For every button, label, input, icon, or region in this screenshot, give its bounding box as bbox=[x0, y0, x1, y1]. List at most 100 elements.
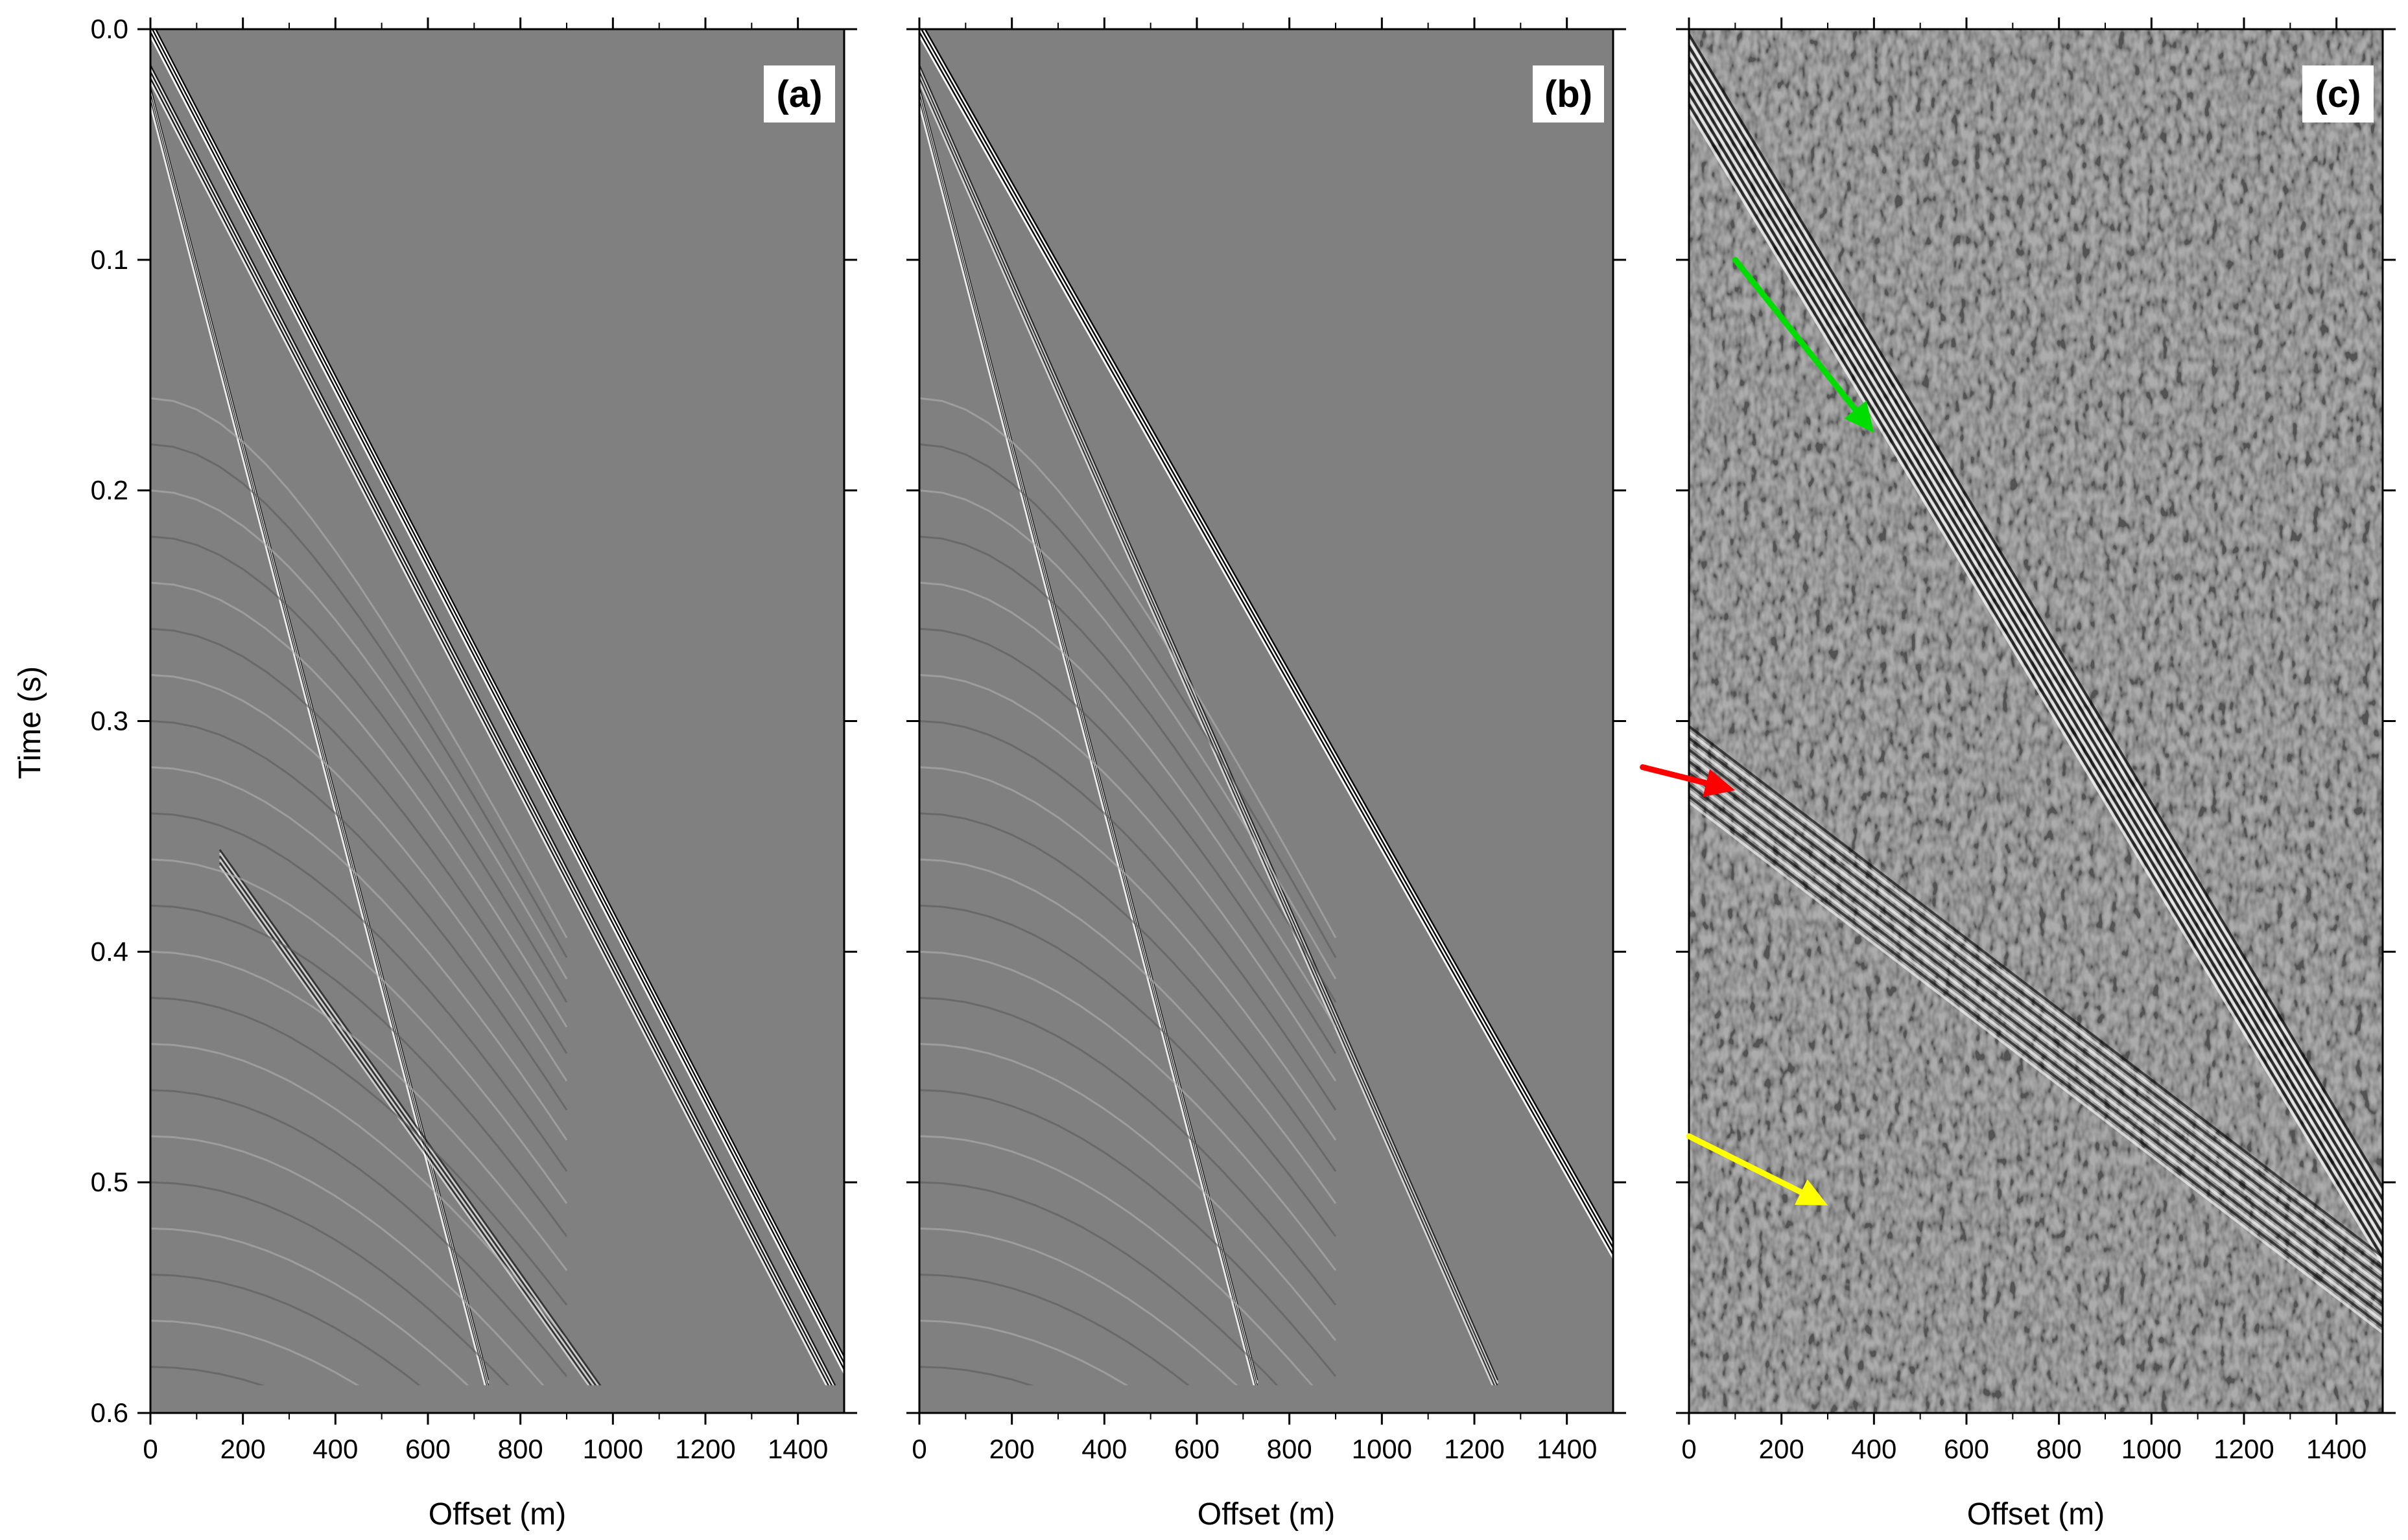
annotation-arrow-shaft bbox=[1640, 764, 1710, 786]
seismic-event-line bbox=[1689, 743, 2383, 1276]
x-tick-label: 1000 bbox=[1352, 1434, 1412, 1464]
panel-label: (c) bbox=[2315, 73, 2361, 115]
x-tick-label: 600 bbox=[1944, 1434, 1989, 1464]
seismic-event-line bbox=[150, 71, 844, 1410]
seismic-event-line bbox=[1689, 784, 2383, 1316]
reflection-hyperbola bbox=[150, 1089, 568, 1377]
seismic-event-line bbox=[919, 78, 1499, 1394]
reflection-hyperbola bbox=[919, 858, 1337, 1204]
reflection-hyperbola bbox=[919, 1043, 1337, 1341]
annotation-arrow-shaft bbox=[1732, 257, 1859, 413]
x-tick-label: 1400 bbox=[2306, 1434, 2367, 1464]
seismic-event-line bbox=[1689, 749, 2383, 1281]
reflection-hyperbola bbox=[919, 904, 1337, 1237]
seismic-event-line bbox=[150, 75, 844, 1413]
seismic-event-line bbox=[218, 849, 614, 1404]
seismic-event-line bbox=[1689, 754, 2383, 1287]
x-tick-label: 800 bbox=[498, 1434, 543, 1464]
reflection-hyperbola bbox=[919, 581, 1337, 1028]
y-tick-label: 0.4 bbox=[91, 936, 128, 966]
seismic-event-line bbox=[1689, 760, 2383, 1293]
x-tick-label: 400 bbox=[313, 1434, 358, 1464]
reflection-hyperbola bbox=[919, 720, 1337, 1111]
x-tick-label: 600 bbox=[1174, 1434, 1220, 1464]
panel-label-box bbox=[1533, 65, 1604, 122]
panel-b: 0 200 400 600 800 1000 1200 1400 Offset (m) (b) bbox=[906, 18, 1626, 1532]
x-tick-label: 1400 bbox=[1537, 1434, 1597, 1464]
reflection-hyperbola bbox=[150, 397, 568, 939]
reflection-hyperbola bbox=[150, 904, 568, 1237]
seismic-event-line bbox=[1689, 725, 2383, 1258]
seismic-event-line bbox=[1689, 778, 2383, 1311]
seismic-event-line bbox=[150, 104, 490, 1397]
seismic-event-line bbox=[152, 29, 844, 1361]
reflection-hyperbola bbox=[150, 1181, 536, 1413]
seismic-event-line bbox=[923, 29, 1613, 1242]
seismic-event-line bbox=[150, 35, 844, 1374]
seismic-event-line bbox=[1689, 110, 2383, 1265]
bottom-mute bbox=[919, 1385, 1613, 1413]
reflection-hyperbola bbox=[919, 997, 1337, 1306]
reflection-hyperbola bbox=[150, 720, 568, 1111]
gather-body bbox=[150, 29, 844, 1413]
x-tick-label: 0 bbox=[912, 1434, 927, 1464]
x-tick-label: 400 bbox=[1851, 1434, 1896, 1464]
x-tick-label: 800 bbox=[2036, 1434, 2082, 1464]
annotation-arrow-head bbox=[1795, 1179, 1828, 1206]
panel-label-box bbox=[764, 65, 835, 122]
seismic-event-line bbox=[919, 35, 1613, 1259]
seismic-event-line bbox=[218, 862, 612, 1413]
gather-background bbox=[919, 29, 1613, 1413]
seismic-event-line bbox=[1689, 801, 2383, 1334]
x-tick-label: 0 bbox=[143, 1434, 158, 1464]
reflection-hyperbola bbox=[919, 766, 1337, 1141]
reflection-hyperbola bbox=[919, 397, 1337, 939]
seismic-event-line bbox=[150, 29, 844, 1368]
reflection-hyperbola bbox=[150, 766, 568, 1141]
reflection-hyperbola bbox=[150, 1135, 568, 1413]
seismic-event-line bbox=[150, 78, 844, 1413]
seismic-event-line bbox=[1689, 795, 2383, 1328]
x-tick-label: 1200 bbox=[675, 1434, 735, 1464]
bottom-mute bbox=[150, 1385, 844, 1413]
reflection-hyperbola bbox=[919, 489, 1337, 980]
seismic-event-line bbox=[1689, 737, 2383, 1270]
reflection-hyperbola bbox=[919, 1274, 1223, 1413]
reflection-hyperbola bbox=[150, 950, 568, 1271]
gather-body bbox=[919, 29, 1613, 1413]
seismic-event-line bbox=[1689, 86, 2383, 1241]
panel-label: (a) bbox=[777, 73, 823, 115]
reflection-hyperbola bbox=[919, 812, 1337, 1172]
seismic-event-line bbox=[1689, 98, 2383, 1253]
seismic-event-line bbox=[919, 75, 1499, 1391]
x-tick-label: 800 bbox=[1267, 1434, 1312, 1464]
reflection-hyperbola bbox=[919, 443, 1337, 958]
reflection-hyperbola bbox=[150, 1043, 568, 1341]
y-tick-label: 0.2 bbox=[91, 475, 128, 506]
panel-a: 0 200 400 600 800 1000 1200 1400 0.0 0.1 0.2 0.3 0.4… bbox=[91, 14, 857, 1532]
reflection-hyperbola bbox=[919, 1181, 1304, 1413]
x-tick-label: 200 bbox=[1759, 1434, 1804, 1464]
reflection-hyperbola bbox=[150, 443, 568, 958]
seismic-event-line bbox=[150, 68, 844, 1407]
seismic-event-line bbox=[1689, 34, 2383, 1189]
seismic-event-line bbox=[1689, 104, 2383, 1259]
y-tick-label: 0.5 bbox=[91, 1167, 128, 1197]
x-tick-label: 600 bbox=[405, 1434, 451, 1464]
reflection-hyperbola bbox=[150, 997, 568, 1306]
x-tick-label: 1000 bbox=[2121, 1434, 2182, 1464]
x-axis-label: Offset (m) bbox=[1198, 1497, 1335, 1532]
reflection-hyperbola bbox=[150, 1227, 498, 1413]
reflection-hyperbola bbox=[919, 673, 1337, 1082]
reflection-hyperbola bbox=[919, 627, 1337, 1054]
seismic-event-line bbox=[150, 29, 844, 1364]
y-tick-label: 0.3 bbox=[91, 706, 128, 736]
annotation-arrow-shaft bbox=[1686, 1133, 1804, 1195]
y-tick-label: 0.0 bbox=[91, 14, 128, 44]
seismic-event-line bbox=[1689, 63, 2383, 1218]
seismic-event-line bbox=[1689, 40, 2383, 1195]
x-axis-label: Offset (m) bbox=[1967, 1497, 2105, 1532]
x-axis-label: Offset (m) bbox=[429, 1497, 566, 1532]
reflection-hyperbola bbox=[919, 950, 1337, 1271]
